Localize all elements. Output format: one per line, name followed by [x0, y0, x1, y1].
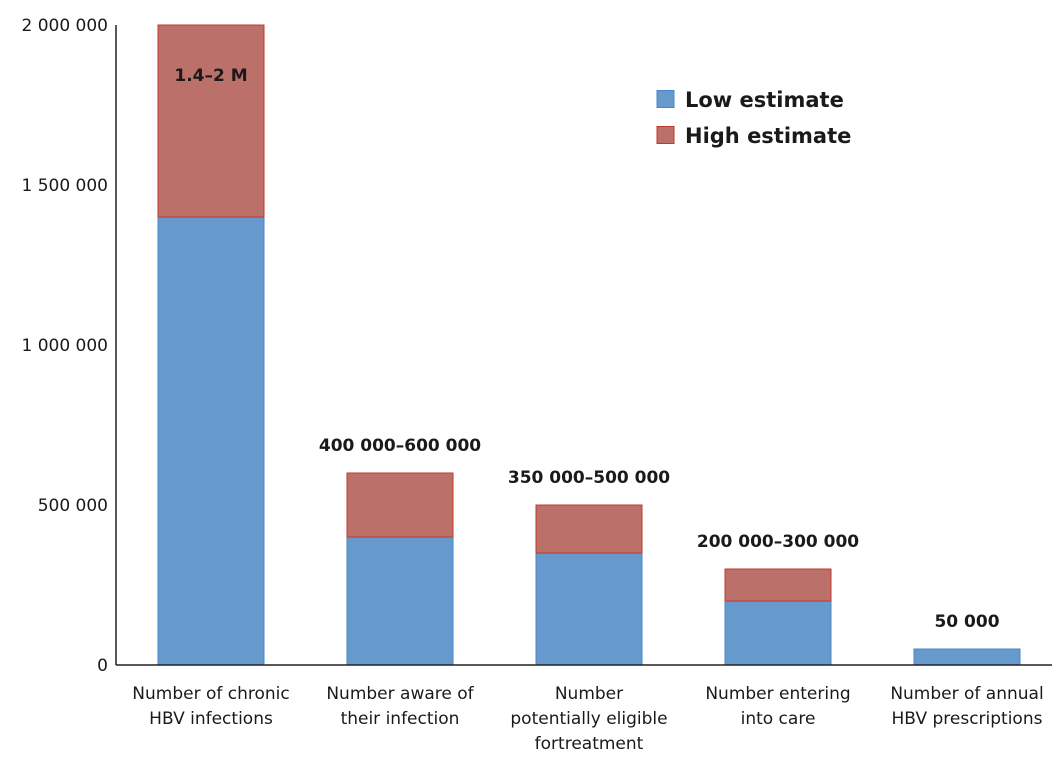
category-label: Number potentially eligible fortreatment	[510, 684, 667, 754]
category-label-line: HBV infections	[149, 709, 273, 729]
category-label: Number of annual HBV prescriptions	[890, 684, 1043, 729]
bar-high-estimate	[724, 568, 832, 602]
data-label: 200 000–300 000	[697, 532, 859, 552]
category-label: Number of chronic HBV infections	[132, 684, 289, 729]
bar-low-estimate	[724, 600, 832, 666]
y-tick-label: 0	[97, 656, 108, 676]
y-tick-label: 1 000 000	[21, 336, 108, 356]
bar-low-estimate	[346, 536, 454, 666]
data-labels-group: 1.4–2 M 400 000–600 000 350 000–500 000 200…	[174, 66, 999, 632]
legend-label: High estimate	[685, 124, 851, 148]
legend-swatch-high	[656, 126, 675, 144]
category-label-line: Number	[555, 684, 623, 704]
y-tick-label: 1 500 000	[21, 176, 108, 196]
axes-group	[115, 25, 1052, 666]
legend-swatch-low	[656, 90, 675, 108]
category-label-line: Number of chronic	[132, 684, 289, 704]
y-axis-ticks: 0 500 000 1 000 000 1 500 000 2 000 000	[21, 16, 108, 676]
category-label-line: their infection	[341, 709, 460, 729]
category-label: Number aware of their infection	[326, 684, 474, 729]
bar-low-estimate	[913, 648, 1021, 666]
y-tick-label: 2 000 000	[21, 16, 108, 36]
category-label-line: HBV prescriptions	[892, 709, 1043, 729]
bar-low-estimate	[535, 552, 643, 666]
legend-label: Low estimate	[685, 88, 844, 112]
category-label-line: Number aware of	[326, 684, 474, 704]
category-label: Number entering into care	[705, 684, 850, 729]
bar-high-estimate	[535, 504, 643, 554]
category-label-line: Number of annual	[890, 684, 1043, 704]
bar-low-estimate	[157, 216, 265, 666]
bar-high-estimate	[157, 24, 265, 218]
legend: Low estimate High estimate	[656, 88, 851, 148]
data-label: 400 000–600 000	[319, 436, 481, 456]
data-label: 350 000–500 000	[508, 468, 670, 488]
category-label-line: into care	[741, 709, 816, 729]
data-label: 1.4–2 M	[174, 66, 247, 86]
y-tick-label: 500 000	[38, 496, 108, 516]
bar-high-estimate	[346, 472, 454, 538]
data-label: 50 000	[934, 612, 999, 632]
category-labels-group: Number of chronic HBV infections Number aw…	[132, 684, 1043, 754]
category-label-line: Number entering	[705, 684, 850, 704]
category-label-line: potentially eligible	[510, 709, 667, 729]
category-label-line: fortreatment	[535, 734, 644, 754]
bars-group	[157, 24, 1021, 666]
